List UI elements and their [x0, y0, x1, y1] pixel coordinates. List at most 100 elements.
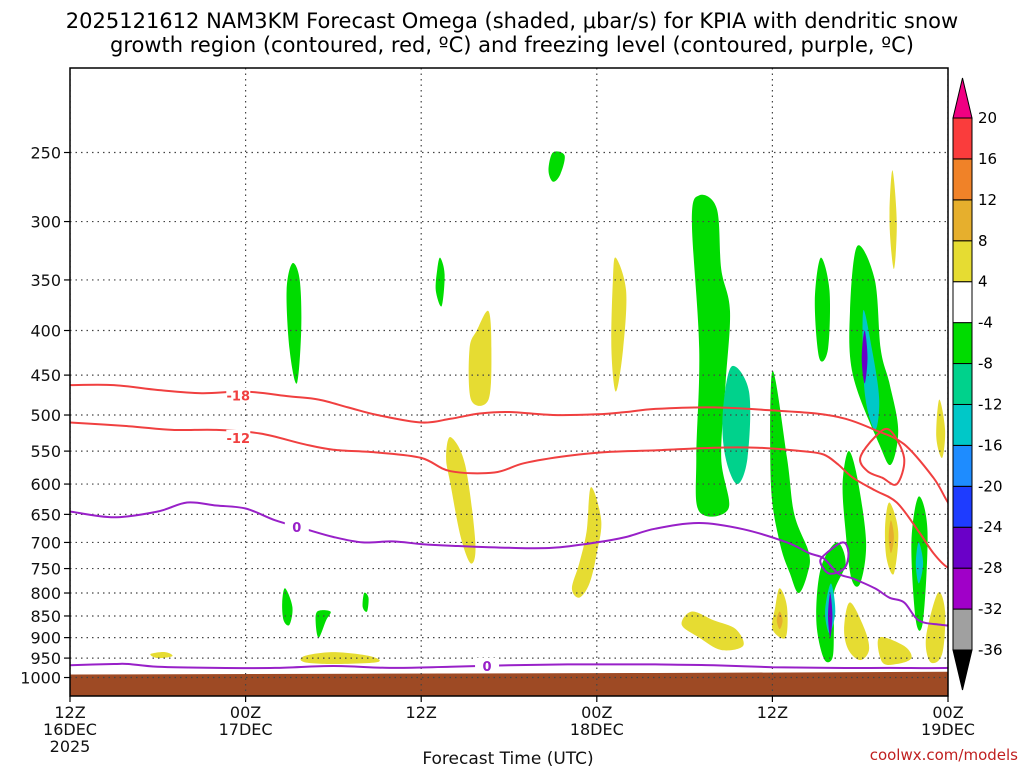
dendritic-label-bg-1 [226, 429, 251, 445]
y-tick-label-11: 800 [30, 584, 61, 603]
y-tick-label-0: 250 [30, 144, 61, 163]
colorbar-label-13: 20 [978, 109, 997, 127]
dendritic-contour-0 [70, 383, 948, 505]
chart-title-line1: 2025121612 NAM3KM Forecast Omega (shaded… [66, 9, 958, 33]
y-tick-label-6: 550 [30, 442, 61, 461]
colorbar-top-arrow [952, 77, 973, 119]
omega-region-25 [776, 611, 783, 630]
colorbar-label-8: -4 [978, 314, 993, 332]
y-tick-label-13: 900 [30, 629, 61, 648]
colorbar-label-0: -36 [978, 641, 1003, 659]
x-tick-label-0-2: 2025 [50, 737, 91, 756]
colorbar-label-4: -20 [978, 477, 1003, 495]
y-tick-label-5: 500 [30, 406, 61, 425]
omega-region-8 [722, 365, 751, 485]
colorbar-swatch-6 [952, 403, 973, 446]
colorbar-swatch-5 [952, 444, 973, 487]
x-tick-label-5-0: 00Z [932, 703, 963, 722]
omega-region-34 [315, 610, 331, 638]
x-axis-label: Forecast Time (UTC) [422, 749, 593, 768]
omega-region-32 [150, 652, 173, 659]
ground-terrain [70, 671, 948, 696]
y-tick-label-2: 350 [30, 271, 61, 290]
x-tick-label-0-1: 16DEC [43, 720, 97, 739]
omega-region-23 [936, 399, 946, 458]
omega-region-3 [611, 257, 627, 392]
omega-region-26 [681, 611, 744, 651]
colorbar-swatch-2 [952, 567, 973, 610]
omega-region-14 [849, 245, 899, 466]
credit-link[interactable]: coolwx.com/models [870, 746, 1018, 764]
colorbar-swatch-10 [952, 240, 973, 283]
colorbar-label-9: 4 [978, 273, 988, 291]
colorbar-swatch-9 [952, 281, 973, 324]
y-tick-label-1: 300 [30, 213, 61, 232]
freezing-label-bg-2 [475, 657, 500, 673]
omega-region-15 [862, 310, 880, 430]
omega-region-28 [877, 637, 912, 665]
colorbar-swatch-13 [952, 117, 973, 160]
omega-region-27 [844, 602, 870, 661]
colorbar-swatch-1 [952, 608, 973, 651]
omega-region-5 [446, 437, 476, 564]
omega-region-22 [889, 170, 897, 269]
colorbar-swatch-11 [952, 199, 973, 242]
colorbar-swatch-8 [952, 322, 973, 365]
y-tick-label-14: 950 [30, 649, 61, 668]
colorbar-label-3: -24 [978, 518, 1003, 536]
omega-region-9 [770, 370, 810, 593]
dendritic-contour-label-0: -18 [227, 390, 251, 405]
omega-region-7 [691, 194, 731, 517]
omega-region-19 [915, 542, 924, 584]
omega-region-10 [814, 257, 831, 362]
omega-region-13 [828, 593, 833, 638]
x-tick-label-3-1: 18DEC [570, 720, 624, 739]
colorbar-swatch-4 [952, 485, 973, 528]
y-tick-label-15: 1000 [20, 669, 61, 688]
omega-region-33 [282, 588, 293, 626]
dendritic-contour-1 [70, 421, 948, 569]
x-tick-label-3-0: 00Z [581, 703, 612, 722]
omega-region-1 [286, 263, 302, 384]
colorbar-label-2: -28 [978, 559, 1003, 577]
colorbar-label-11: 12 [978, 191, 997, 209]
x-tick-label-0-0: 12Z [54, 703, 85, 722]
dendritic-contour-label-1: -12 [227, 432, 251, 447]
omega-region-6 [571, 487, 602, 598]
freezing-contour-2 [70, 662, 948, 670]
y-tick-label-4: 450 [30, 366, 61, 385]
colorbar: -36 -32 -28 -24 -20 -16 -12 -8 -4 4 8 12 16 20 [952, 77, 1003, 691]
dendritic-label-bg-0 [226, 387, 251, 403]
colorbar-label-5: -16 [978, 436, 1003, 454]
freezing-contour-label-2: 0 [483, 660, 492, 675]
colorbar-label-6: -12 [978, 395, 1003, 413]
omega-region-21 [888, 520, 894, 554]
chart-title-line2: growth region (contoured, red, ºC) and f… [110, 33, 914, 57]
x-tick-label-1-0: 00Z [230, 703, 261, 722]
freezing-contour-label-0: 0 [292, 521, 301, 536]
freezing-contour-1 [819, 541, 850, 575]
colorbar-bottom-arrow [952, 649, 973, 691]
colorbar-label-12: 16 [978, 150, 997, 168]
x-tick-label-2-0: 12Z [406, 703, 437, 722]
colorbar-label-7: -8 [978, 355, 993, 373]
omega-region-4 [468, 310, 492, 406]
y-tick-label-9: 700 [30, 533, 61, 552]
colorbar-label-10: 8 [978, 232, 988, 250]
omega-region-2 [435, 257, 445, 307]
y-tick-label-7: 600 [30, 475, 61, 494]
colorbar-swatch-7 [952, 363, 973, 405]
dendritic-contour-2 [859, 427, 906, 486]
omega-region-16 [861, 330, 868, 384]
colorbar-swatch-3 [952, 526, 973, 569]
x-tick-label-1-1: 17DEC [219, 720, 273, 739]
y-tick-label-3: 400 [30, 322, 61, 341]
colorbar-label-1: -32 [978, 600, 1003, 618]
axes: 250 300 350 400 450 500 550 600 650 700 750 800 850 9… [20, 67, 975, 756]
y-tick-label-12: 850 [30, 607, 61, 626]
freezing-contour-0 [70, 501, 948, 627]
omega-region-29 [925, 592, 946, 664]
x-tick-label-4-0: 12Z [757, 703, 788, 722]
plot-area: -18 -12 0 0 [70, 68, 948, 696]
